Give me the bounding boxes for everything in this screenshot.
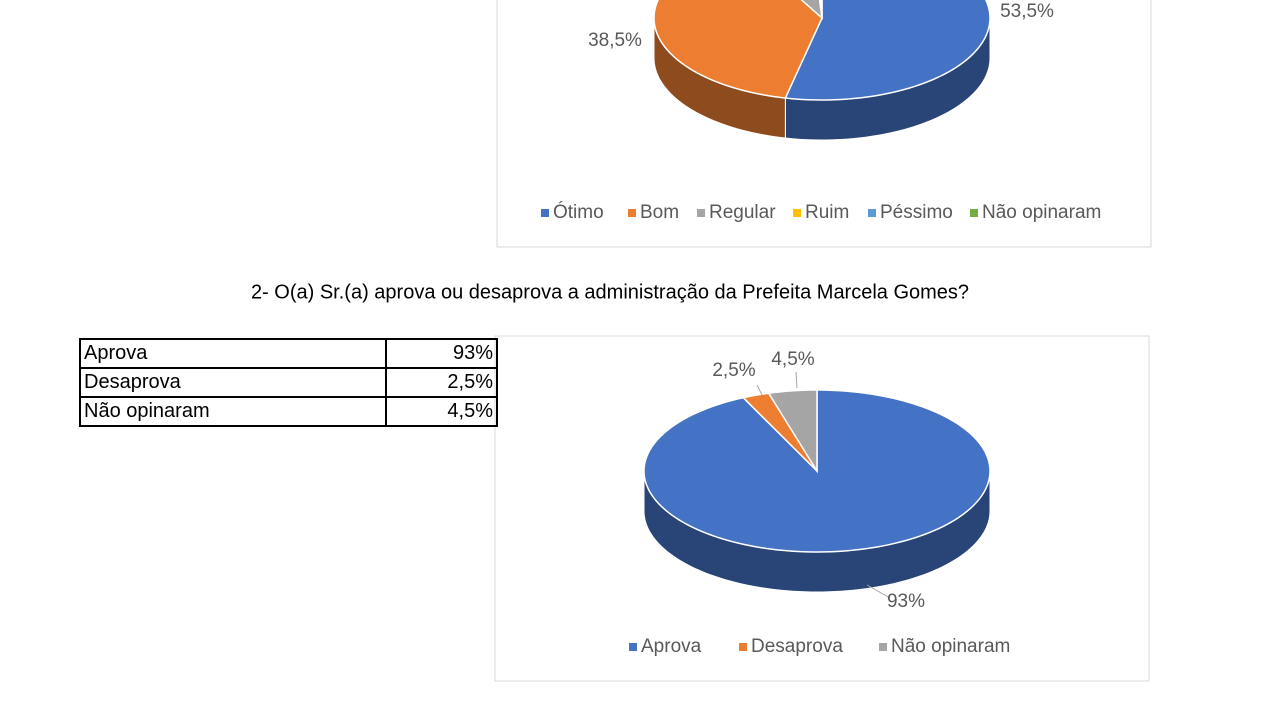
table-cell: 4,5% <box>385 396 498 427</box>
legend-label: Regular <box>709 202 776 223</box>
table-cell: Aprova <box>79 338 387 369</box>
legend-label: Bom <box>640 202 679 223</box>
data-label: 2,5% <box>712 360 755 381</box>
results-table: Aprova 93% Desaprova 2,5% Não opinaram 4,5% <box>79 338 498 427</box>
legend-label: Não opinaram <box>891 636 1010 657</box>
legend-marker <box>628 209 636 217</box>
legend-marker <box>697 209 705 217</box>
leader-line <box>795 371 798 389</box>
legend-marker <box>868 209 876 217</box>
legend-label: Desaprova <box>751 636 843 657</box>
legend-label: Péssimo <box>880 202 953 223</box>
legend-label: Ruim <box>805 202 849 223</box>
data-label: 93% <box>887 591 925 612</box>
legend-label: Ótimo <box>553 201 604 223</box>
pie-slice <box>653 0 823 99</box>
pie-slice <box>800 0 823 20</box>
table-row: Não opinaram 4,5% <box>79 396 498 427</box>
legend-label: Aprova <box>641 636 702 657</box>
data-label: 38,5% <box>588 30 642 51</box>
pie-slice <box>741 392 818 472</box>
data-label: 53,5% <box>1000 1 1054 22</box>
legend-label: Não opinaram <box>982 202 1101 223</box>
legend-marker <box>879 643 887 651</box>
pie-slice <box>767 389 818 474</box>
table-cell: Desaprova <box>79 367 387 398</box>
table-row: Desaprova 2,5% <box>79 367 498 398</box>
table-cell: 93% <box>385 338 498 369</box>
table-row: Aprova 93% <box>79 338 498 369</box>
legend-marker <box>793 209 801 217</box>
pie-slice <box>784 0 991 101</box>
table-cell: 2,5% <box>385 367 498 398</box>
leader-line <box>756 384 763 396</box>
legend-marker <box>970 209 978 217</box>
legend-marker <box>629 643 637 651</box>
legend-marker <box>541 209 549 217</box>
question: 2- O(a) Sr.(a) aprova ou desaprova a adm… <box>251 281 969 303</box>
data-label: 4,5% <box>771 349 814 370</box>
table-cell: Não opinaram <box>79 396 387 427</box>
pie-slice <box>820 0 823 19</box>
leader-line <box>866 584 891 599</box>
legend-marker <box>739 643 747 651</box>
